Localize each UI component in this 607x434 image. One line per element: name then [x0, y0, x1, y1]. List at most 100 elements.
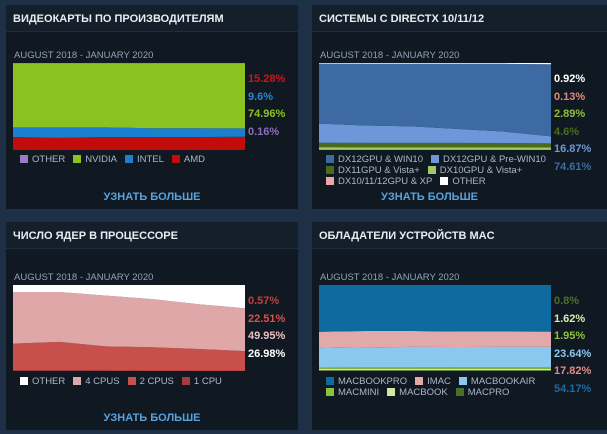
- legend-label: DX10/11/12GPU & XP: [338, 176, 433, 187]
- legend-item: OTHER: [440, 176, 486, 187]
- legend-swatch-icon: [455, 388, 464, 396]
- legend: OTHER 4 CPUS 2 CPUS 1 CPU: [20, 376, 250, 387]
- value-label: 4.6%: [554, 125, 580, 138]
- value-label: 74.96%: [248, 108, 286, 120]
- value-label: 17.82%: [554, 365, 592, 377]
- value-label: 15.28%: [248, 73, 286, 85]
- date-range: AUGUST 2018 - JANUARY 2020: [320, 50, 460, 61]
- legend-label: MACBOOK: [399, 387, 448, 398]
- value-label: 54.17%: [554, 382, 592, 395]
- date-range: AUGUST 2018 - JANUARY 2020: [14, 50, 154, 61]
- legend-label: DX12GPU & WIN10: [338, 154, 423, 165]
- panel-title: ОБЛАДАТЕЛИ УСТРОЙСТВ MAC: [312, 222, 607, 249]
- area-macpro: [319, 370, 551, 371]
- legend-swatch-icon: [73, 377, 82, 385]
- panel-title: ВИДЕОКАРТЫ ПО ПРОИЗВОДИТЕЛЯМ: [6, 5, 298, 32]
- legend-item: 2 CPUS: [127, 376, 174, 387]
- legend-label: 4 CPUS: [85, 376, 120, 387]
- legend-swatch-icon: [127, 377, 136, 385]
- panel-cpu-cores: ЧИСЛО ЯДЕР В ПРОЦЕССОРЕ AUGUST 2018 - JA…: [6, 222, 298, 430]
- area-2-cpus: [13, 341, 245, 371]
- legend-label: DX12GPU & Pre-WIN10: [443, 154, 546, 165]
- panel-directx: СИСТЕМЫ С DIRECTX 10/11/12 AUGUST 2018 -…: [312, 5, 607, 209]
- legend-item: DX12GPU & WIN10: [326, 154, 423, 165]
- legend-swatch-icon: [326, 177, 334, 185]
- value-label: 0.8%: [554, 295, 580, 307]
- value-label: 49.95%: [248, 330, 286, 342]
- area-dx11gpu-vista-: [319, 142, 551, 148]
- legend-swatch-icon: [427, 166, 436, 174]
- value-label: 23.64%: [554, 347, 592, 360]
- legend-item: IMAC: [415, 376, 451, 387]
- value-label: 0.92%: [554, 73, 586, 85]
- area-intel: [13, 127, 245, 138]
- area-dx10gpu-vista-: [319, 147, 551, 150]
- legend-item: MACMINI: [326, 387, 379, 398]
- area-imac: [319, 331, 551, 349]
- legend-label: DX11GPU & Vista+: [338, 165, 420, 176]
- value-labels: 0.8% 1.62% 1.95% 23.64% 17.82% 54.17%: [554, 293, 591, 398]
- area-macbookpro: [319, 285, 551, 332]
- value-labels: 0.57% 22.51% 49.95% 26.98%: [248, 293, 285, 363]
- value-labels: 15.28% 9.6% 74.96% 0.16%: [248, 71, 285, 141]
- legend-swatch-icon: [440, 177, 449, 185]
- legend-item: AMD: [171, 154, 205, 165]
- legend-item: NVIDIA: [73, 154, 117, 165]
- value-label: 0.13%: [554, 90, 586, 103]
- legend: OTHER NVIDIA INTEL AMD: [20, 154, 250, 165]
- legend-label: DX10GPU & Vista+: [439, 165, 523, 176]
- area-dx12gpu-pre-win10: [319, 123, 551, 144]
- area-1-cpu: [13, 370, 245, 371]
- panel-gpu-vendors: ВИДЕОКАРТЫ ПО ПРОИЗВОДИТЕЛЯМ AUGUST 2018…: [6, 5, 298, 209]
- value-label: 16.87%: [554, 143, 592, 155]
- legend-label: OTHER: [452, 176, 486, 187]
- legend-label: AMD: [183, 154, 205, 165]
- value-label: 1.62%: [554, 312, 586, 325]
- legend-label: INTEL: [136, 154, 164, 165]
- area-macbookair: [319, 346, 551, 368]
- area-macmini: [319, 367, 551, 369]
- legend-swatch-icon: [171, 155, 180, 163]
- area-amd: [13, 136, 245, 150]
- legend-swatch-icon: [326, 377, 334, 385]
- value-labels: 0.92% 0.13% 2.89% 4.6% 16.87% 74.61%: [554, 71, 591, 176]
- legend: DX12GPU & WIN10 DX12GPU & Pre-WIN10 DX11GP…: [326, 154, 556, 187]
- date-range: AUGUST 2018 - JANUARY 2020: [14, 272, 154, 283]
- panel-title: ЧИСЛО ЯДЕР В ПРОЦЕССОРЕ: [6, 222, 298, 249]
- learn-more-button[interactable]: УЗНАТЬ БОЛЬШЕ: [381, 191, 478, 203]
- legend-swatch-icon: [458, 377, 467, 385]
- stacked-area-chart: [319, 63, 551, 150]
- area-nvidia: [13, 63, 245, 129]
- value-label: 9.6%: [248, 90, 274, 103]
- legend-item: OTHER: [20, 376, 65, 387]
- legend-item: DX10GPU & Vista+: [427, 165, 523, 176]
- legend-item: 4 CPUS: [73, 376, 120, 387]
- stacked-area-chart: [13, 285, 245, 371]
- legend-swatch-icon: [124, 155, 133, 163]
- legend-swatch-icon: [415, 377, 424, 385]
- legend-label: IMAC: [427, 376, 451, 387]
- legend-item: DX11GPU & Vista+: [326, 165, 420, 176]
- value-label: 74.61%: [554, 160, 592, 173]
- legend-label: MACMINI: [338, 387, 380, 398]
- legend-swatch-icon: [181, 377, 190, 385]
- value-label: 0.16%: [248, 125, 280, 138]
- legend-item: MACBOOK: [387, 387, 448, 398]
- value-label: 0.57%: [248, 295, 280, 307]
- legend-label: 1 CPU: [193, 376, 222, 387]
- panel-title: СИСТЕМЫ С DIRECTX 10/11/12: [312, 5, 607, 32]
- area-other: [319, 63, 551, 65]
- legend-swatch-icon: [387, 388, 396, 396]
- value-label: 22.51%: [248, 312, 286, 325]
- area-macbook: [319, 368, 551, 371]
- legend-swatch-icon: [326, 166, 334, 174]
- stacked-area-chart: [13, 63, 245, 150]
- legend-label: OTHER: [32, 376, 66, 387]
- learn-more-button[interactable]: УЗНАТЬ БОЛЬШЕ: [103, 412, 201, 424]
- legend-swatch-icon: [326, 155, 334, 163]
- legend-item: 1 CPU: [181, 376, 222, 387]
- legend-swatch-icon: [20, 377, 28, 385]
- learn-more-button[interactable]: УЗНАТЬ БОЛЬШЕ: [103, 191, 201, 203]
- panel-mac-owners: ОБЛАДАТЕЛИ УСТРОЙСТВ MAC AUGUST 2018 - J…: [312, 222, 607, 430]
- legend-item: INTEL: [124, 154, 164, 165]
